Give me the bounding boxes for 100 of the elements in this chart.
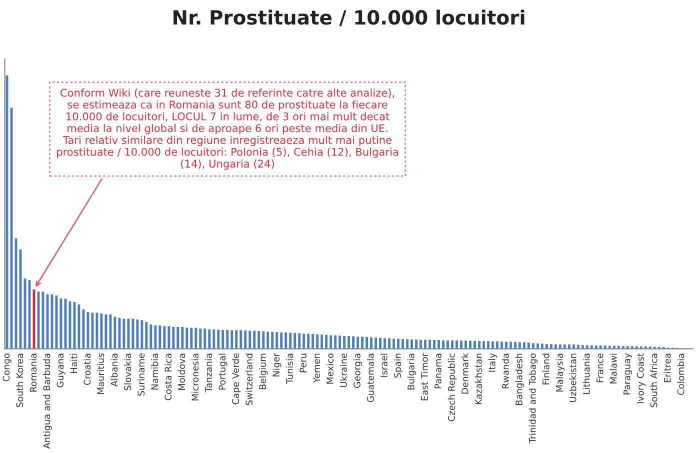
bar xyxy=(294,332,296,349)
bar xyxy=(604,346,606,349)
bar xyxy=(226,330,229,349)
bar xyxy=(158,326,162,349)
x-tick-label: Portugal xyxy=(218,354,228,390)
bar xyxy=(558,344,562,349)
bar xyxy=(572,344,575,349)
bar xyxy=(284,332,288,349)
bar xyxy=(482,341,485,349)
bar xyxy=(212,329,216,349)
bar xyxy=(248,330,252,349)
x-tick-label: Colombia xyxy=(677,354,684,395)
bar xyxy=(514,342,516,349)
bar xyxy=(428,340,431,349)
bar xyxy=(266,332,270,349)
bar xyxy=(73,302,76,349)
bar xyxy=(145,322,148,349)
bar xyxy=(518,342,521,349)
bar xyxy=(594,346,598,349)
bar xyxy=(420,340,422,349)
bar xyxy=(109,314,112,349)
bar xyxy=(289,332,292,349)
bar xyxy=(464,340,467,349)
bar xyxy=(316,334,319,349)
bar xyxy=(307,334,310,349)
bar xyxy=(176,326,180,349)
x-tick-label: Bangladesh xyxy=(515,354,524,406)
x-tick-label: Suriname xyxy=(138,353,145,396)
x-tick-label: Romania xyxy=(30,354,37,392)
bar xyxy=(136,320,139,349)
x-tick-label: Antigua and Barbuda xyxy=(43,354,52,449)
bar xyxy=(446,340,449,349)
bar xyxy=(392,338,396,349)
x-tick-label: Italy xyxy=(488,353,498,372)
x-tick-label: Bulgaria xyxy=(407,354,416,390)
x-tick-label: Ivory Coast xyxy=(636,353,646,404)
bar xyxy=(168,326,170,349)
bar xyxy=(406,339,409,349)
x-tick-label: Haiti xyxy=(70,354,78,373)
bar xyxy=(410,340,414,349)
bar xyxy=(163,326,166,349)
bar xyxy=(379,338,382,349)
bar xyxy=(64,298,67,349)
bar xyxy=(550,344,552,349)
bar xyxy=(262,331,265,349)
bar xyxy=(374,338,378,349)
x-tick-label: Israel xyxy=(380,354,388,377)
bar xyxy=(312,334,314,349)
x-tick-label: Mauritius xyxy=(97,353,104,394)
x-tick-label: Croatia xyxy=(84,354,91,385)
x-tick-label: Slovakia xyxy=(124,354,132,390)
x-tick-label: Panama xyxy=(434,354,442,388)
bar xyxy=(486,341,490,349)
bar xyxy=(474,340,476,349)
bar xyxy=(68,301,72,349)
x-tick-label: Albania xyxy=(110,354,118,387)
x-tick-label: Malawi xyxy=(610,354,617,384)
bar xyxy=(540,344,544,349)
bar xyxy=(154,326,157,349)
bar xyxy=(82,309,85,349)
x-tick-label: Peru xyxy=(300,354,306,372)
bar xyxy=(271,332,274,349)
bar xyxy=(415,340,418,349)
annotation: Conform Wiki (care reuneste 31 de referinte catre alte analize), se estimeaza ca in Romania sunt 80 de prostituate la fiecare 10.000 de locuitori, LOCUL 7 in lume, de 3 ori mai mult decat media la nivel global si de aproape 6 ori peste media din UE. Tari relativ similare din regiune inregistreaeza mult mai putine prostituate / 10.000 de locuitori: Polonia (5), Cehia (12), Bulgaria (14), Ungaria (24) xyxy=(57,88,398,170)
bar xyxy=(240,330,242,349)
x-tick-label: Spain xyxy=(394,354,403,378)
x-tick-label: Denmark xyxy=(461,353,468,394)
x-tick-label: South Korea xyxy=(16,354,24,408)
bar xyxy=(91,312,94,349)
x-tick-label: Kazakhstan xyxy=(474,354,482,404)
bar xyxy=(576,344,580,349)
x-tick-label: Georgia xyxy=(353,354,362,388)
bar xyxy=(343,336,346,349)
bar xyxy=(298,333,301,349)
x-tick-label: Rwanda xyxy=(502,354,509,388)
bar xyxy=(438,340,440,349)
x-tick-label: Malaysia xyxy=(556,354,565,392)
x-tick-label: Eritrea xyxy=(664,354,671,382)
bar xyxy=(630,346,634,349)
bar xyxy=(460,340,462,349)
bar xyxy=(424,340,426,349)
bar xyxy=(235,330,238,349)
bar xyxy=(114,316,116,349)
x-tick-label: Niger xyxy=(272,352,282,376)
x-tick-label: Tunisia xyxy=(286,354,293,384)
bar xyxy=(554,344,557,349)
bar xyxy=(127,318,130,349)
bar xyxy=(370,337,373,349)
bar xyxy=(208,329,211,349)
bar xyxy=(338,336,342,349)
x-tick-label: France xyxy=(596,353,604,382)
x-tick-label: Czech Republic xyxy=(448,354,457,422)
x-tick-label: Switzerland xyxy=(246,354,252,406)
bar xyxy=(397,338,400,349)
bar xyxy=(532,343,534,349)
bar xyxy=(181,326,184,349)
bar xyxy=(104,314,108,349)
bar xyxy=(536,343,539,349)
bar xyxy=(244,330,247,349)
bar xyxy=(204,328,206,349)
